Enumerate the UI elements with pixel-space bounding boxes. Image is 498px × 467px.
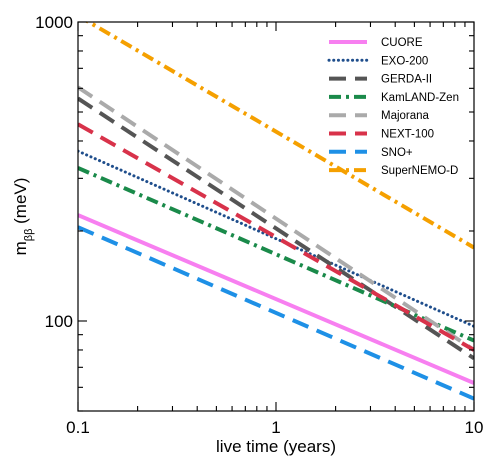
series-line-cuore — [78, 213, 474, 385]
legend-label-sno: SNO+ — [381, 147, 413, 159]
legend-label-exo-200: EXO-200 — [381, 55, 428, 67]
series-line-majorana — [78, 85, 474, 352]
plot-lines — [78, 22, 474, 401]
legend-label-majorana: Majorana — [381, 110, 430, 122]
y-tick-label: 1000 — [35, 13, 73, 32]
x-axis-label: live time (years) — [216, 437, 336, 456]
y-tick-label: 100 — [45, 312, 73, 331]
legend-label-kamland-zen: KamLAND-Zen — [381, 92, 459, 104]
y-axis-label: mββ (meV) — [11, 178, 35, 256]
legend: CUORE EXO-200 GERDA-II KamLAND-Zen Majorana N… — [327, 37, 459, 177]
y-axis-label-sub: ββ — [23, 229, 35, 242]
legend-label-gerda-ii: GERDA-II — [381, 74, 432, 86]
legend-label-supernemo-d: SuperNEMO-D — [381, 165, 458, 177]
x-tick-label: 10 — [465, 418, 484, 437]
x-tick-label: 1 — [271, 418, 280, 437]
legend-label-next-100: NEXT-100 — [381, 129, 434, 141]
series-line-supernemo-d — [84, 22, 474, 250]
series-line-sno — [78, 225, 474, 401]
legend-label-cuore: CUORE — [381, 37, 423, 49]
series-line-next-100 — [78, 122, 474, 352]
series-line-exo-200 — [78, 149, 474, 328]
x-tick-label: 0.1 — [66, 418, 90, 437]
axis-ticks: 0.1 1 10 100 1000 — [35, 13, 483, 437]
y-axis-label-main: m — [11, 241, 30, 255]
series-line-gerda-ii — [78, 96, 474, 361]
y-axis-label-unit: (meV) — [11, 178, 30, 229]
